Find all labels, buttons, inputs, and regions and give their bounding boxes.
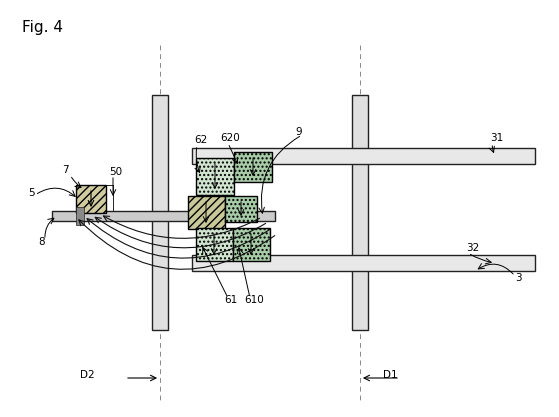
Text: 62: 62 bbox=[194, 135, 207, 145]
Text: 610: 610 bbox=[244, 295, 264, 305]
Bar bbox=[196, 228, 233, 261]
Text: Fig. 4: Fig. 4 bbox=[22, 20, 63, 35]
Bar bbox=[76, 185, 106, 213]
Text: 620: 620 bbox=[220, 133, 240, 143]
Bar bbox=[192, 148, 535, 164]
Text: D2: D2 bbox=[80, 370, 94, 380]
Text: D1: D1 bbox=[383, 370, 397, 380]
Text: 3: 3 bbox=[515, 273, 522, 283]
Bar bbox=[234, 152, 272, 182]
Text: 61: 61 bbox=[224, 295, 237, 305]
Text: 8: 8 bbox=[38, 237, 45, 247]
Bar bbox=[196, 158, 234, 195]
Bar bbox=[76, 207, 84, 225]
Text: 32: 32 bbox=[466, 243, 479, 253]
Bar bbox=[352, 95, 368, 330]
Text: 50: 50 bbox=[109, 167, 122, 177]
Text: 7: 7 bbox=[62, 165, 69, 175]
Bar bbox=[225, 196, 257, 222]
Text: 5: 5 bbox=[28, 188, 35, 198]
Text: 9: 9 bbox=[295, 127, 302, 137]
Bar bbox=[152, 95, 168, 330]
Bar bbox=[192, 255, 535, 271]
Text: 31: 31 bbox=[490, 133, 503, 143]
Bar bbox=[52, 211, 275, 221]
Bar bbox=[233, 228, 270, 261]
Bar bbox=[188, 196, 225, 229]
